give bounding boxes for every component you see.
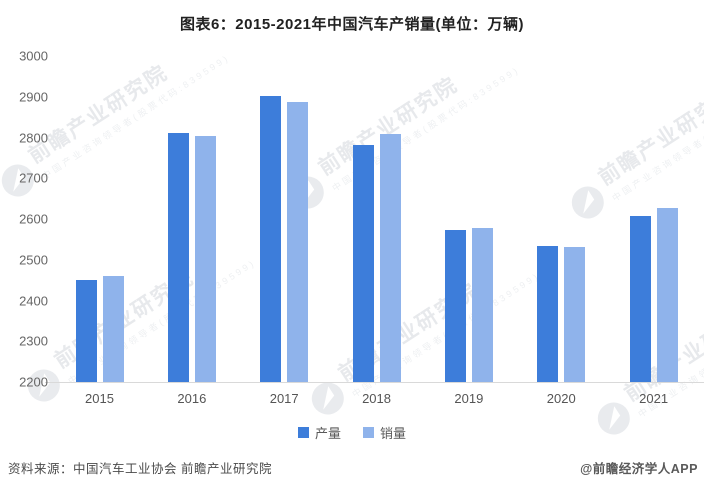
bar-sales-2021 [656, 207, 678, 382]
x-axis-label-2016: 2016 [177, 391, 207, 406]
legend-swatch-sales [363, 427, 374, 438]
credit-note: @前瞻经济学人APP [580, 462, 698, 476]
y-axis-tick-label: 2500 [19, 252, 48, 268]
legend-item-sales: 销量 [363, 423, 406, 442]
bar-production-2019 [444, 230, 466, 382]
y-axis-tick-label: 3000 [19, 48, 48, 64]
bar-sales-2019 [471, 228, 493, 382]
legend-item-production: 产量 [297, 423, 341, 442]
y-axis-tick-label: 2800 [19, 130, 48, 145]
bar-sales-2018 [379, 134, 401, 382]
x-axis-label-2019: 2019 [454, 391, 484, 406]
bar-sales-2017 [287, 101, 309, 382]
x-axis-label-2020: 2020 [546, 391, 576, 406]
x-axis-label-2021: 2021 [639, 391, 669, 406]
bar-production-2020 [537, 246, 559, 382]
bar-production-2021 [629, 215, 651, 382]
y-axis-tick-label: 2200 [19, 374, 48, 390]
bar-production-2017 [260, 95, 282, 382]
legend: 产量 销量 [0, 423, 704, 442]
y-axis-tick-label: 2300 [19, 333, 48, 349]
footer: 资料来源：中国汽车工业协会 前瞻产业研究院 @前瞻经济学人APP [0, 458, 704, 477]
x-axis-label-2017: 2017 [269, 391, 299, 406]
y-axis-tick-label: 2600 [19, 211, 48, 227]
source-note: 资料来源：中国汽车工业协会 前瞻产业研究院 [8, 462, 272, 476]
bar-sales-2016 [194, 136, 216, 382]
legend-label-production: 产量 [314, 426, 341, 441]
legend-label-sales: 销量 [380, 426, 407, 441]
bar-production-2015 [75, 280, 97, 382]
legend-swatch-production [297, 427, 309, 438]
chart-title: 图表6：2015-2021年中国汽车产销量(单位：万辆) [179, 16, 525, 33]
y-axis-tick-label: 2900 [19, 89, 48, 105]
bar-sales-2020 [564, 247, 586, 382]
y-axis-tick-label: 2700 [19, 170, 48, 186]
bar-sales-2015 [102, 276, 124, 382]
bar-production-2016 [167, 132, 189, 382]
x-axis-label-2018: 2018 [362, 391, 391, 406]
y-axis-tick-label: 2400 [19, 293, 48, 308]
x-axis-line [45, 382, 704, 383]
bar-production-2018 [352, 145, 374, 382]
x-axis-label-2015: 2015 [85, 391, 114, 406]
